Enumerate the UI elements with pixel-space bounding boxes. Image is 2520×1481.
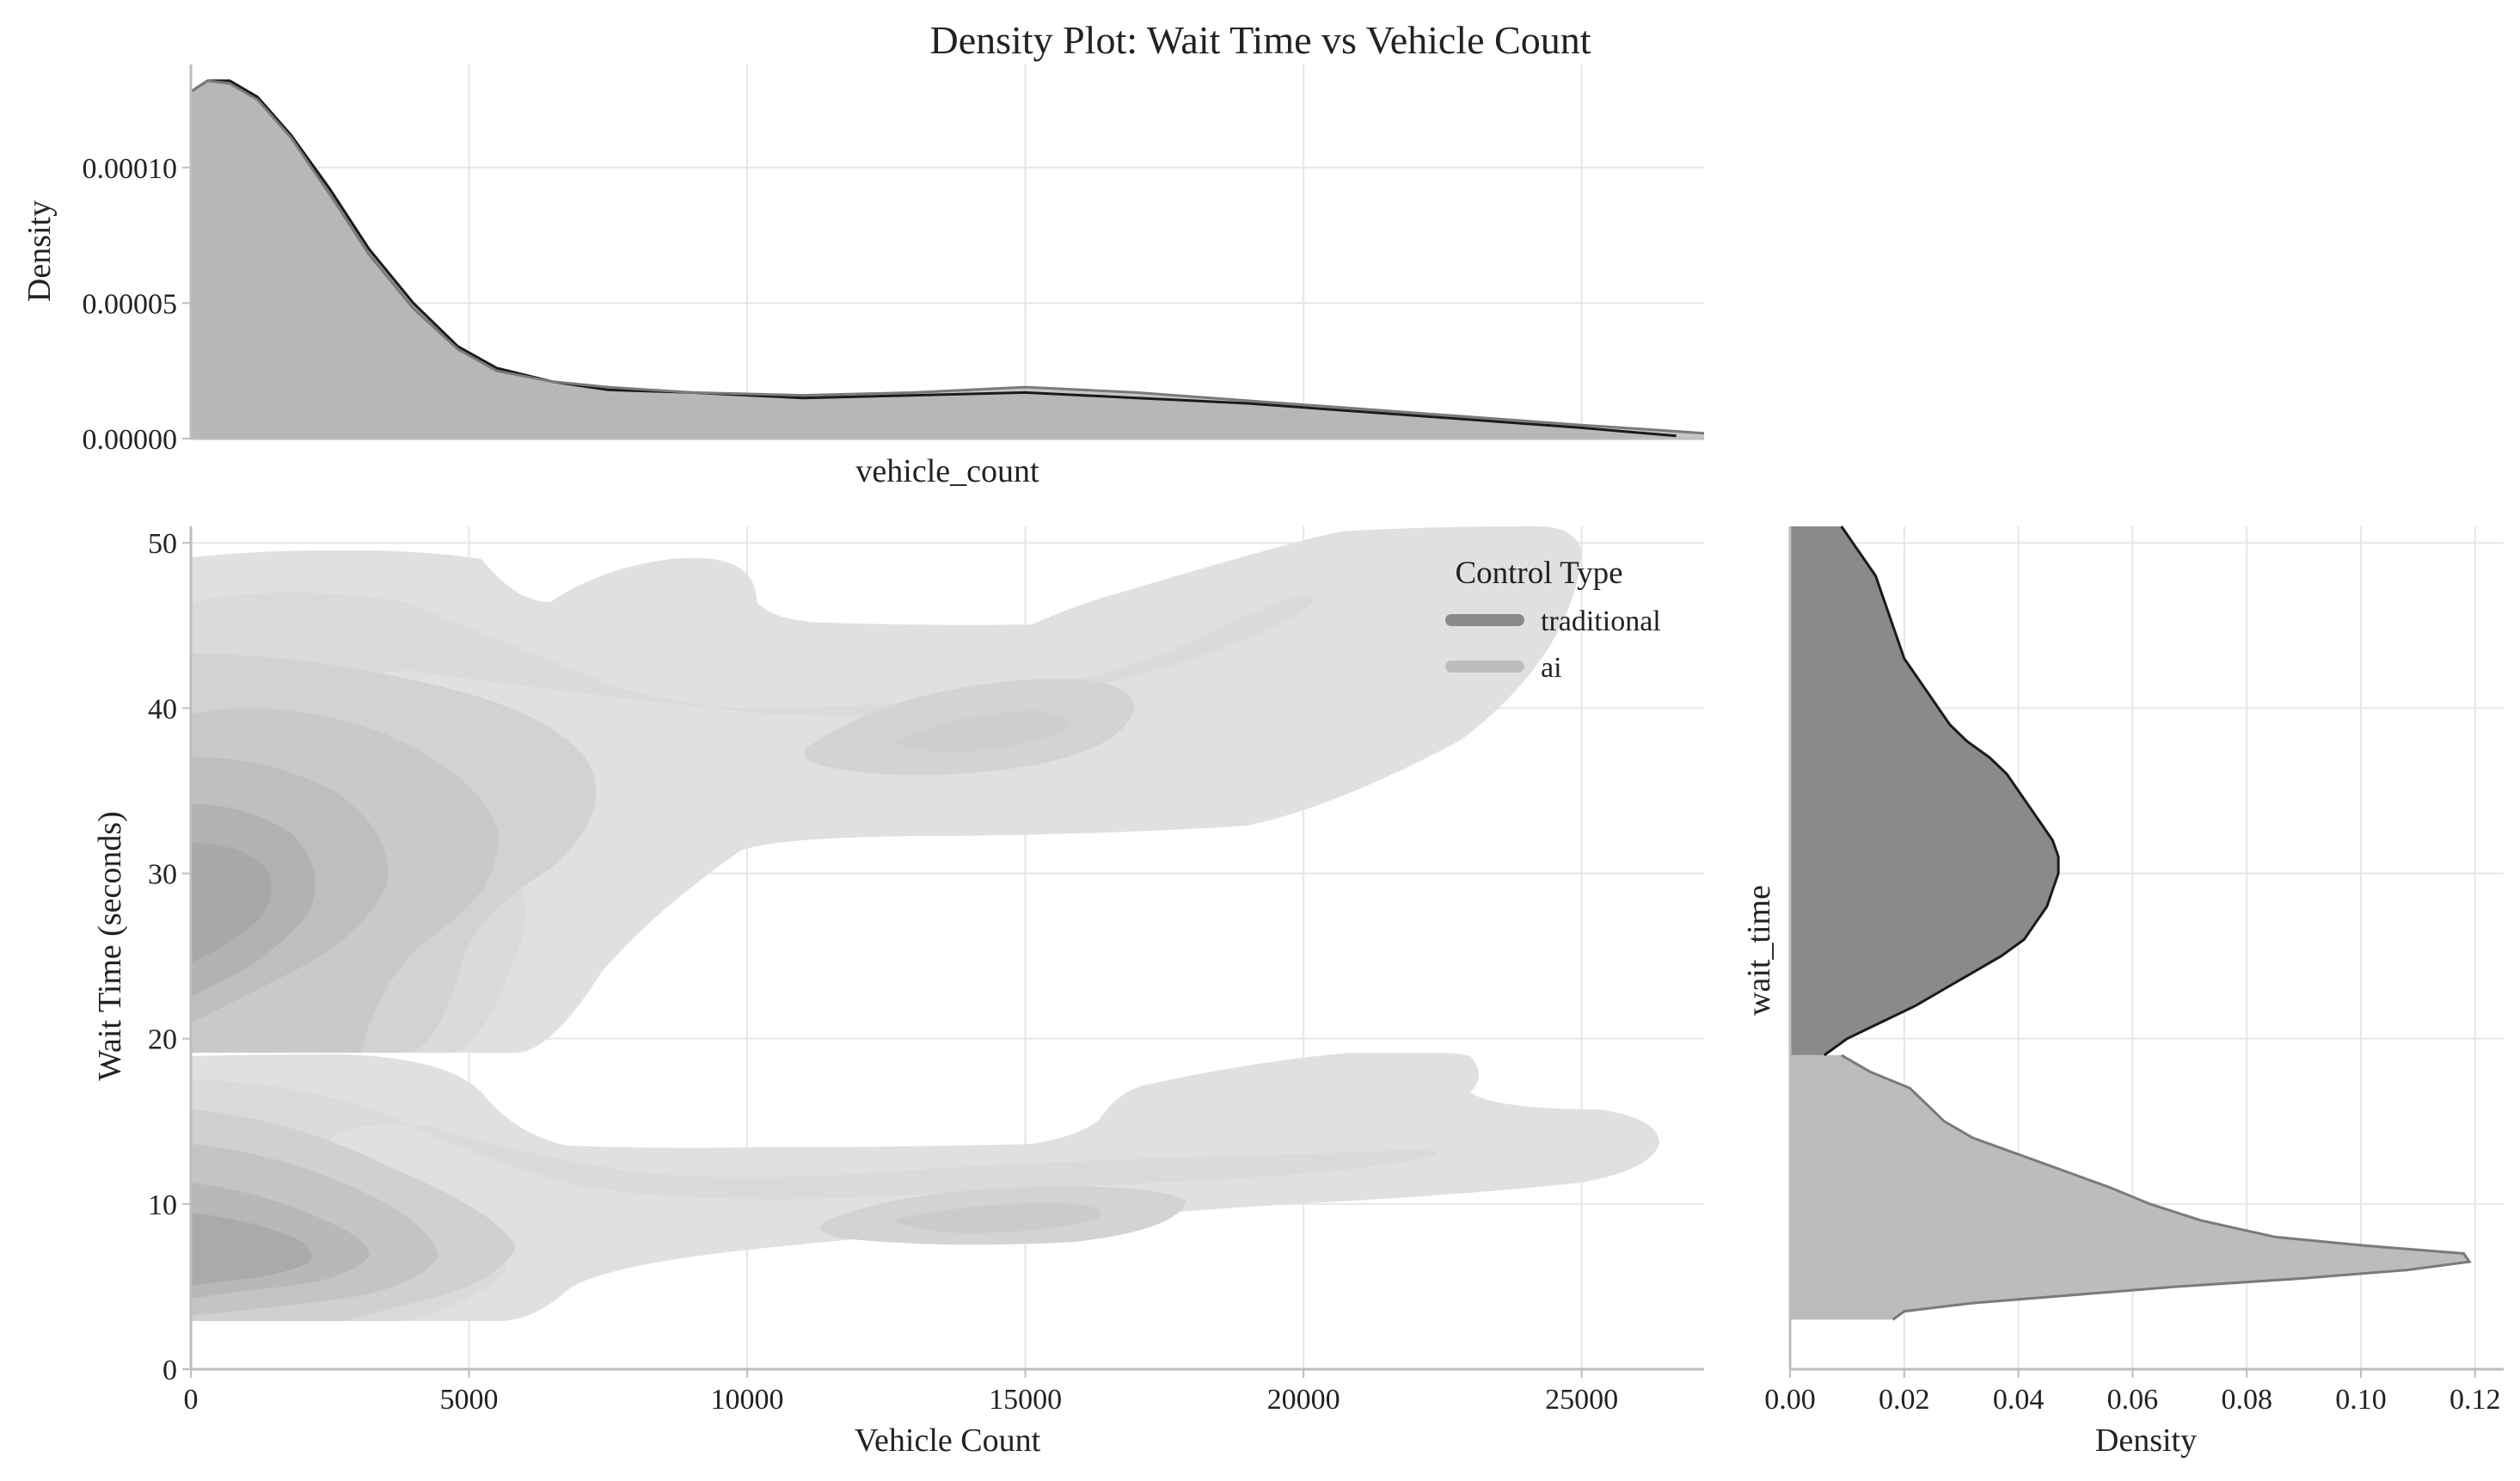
right-area-traditional: [1790, 526, 2059, 1055]
joint-y-tick-label: 20: [148, 1024, 177, 1056]
top-y-ticks: 0.00000 0.00005 0.00010: [83, 153, 191, 456]
legend-label-ai: ai: [1541, 652, 1562, 684]
top-y-axis-label: Density: [21, 200, 58, 302]
right-line-traditional: [1823, 525, 2060, 1057]
joint-y-tick-label: 30: [148, 859, 177, 891]
contour-traditional: [191, 526, 1582, 1053]
contour-traditional-l6: [191, 843, 272, 963]
joint-y-tick-label: 40: [148, 693, 177, 725]
joint-x-tick-label: 0: [184, 1384, 199, 1416]
joint-x-tick-label: 5000: [440, 1384, 499, 1416]
right-x-axis-label: Density: [2095, 1423, 2197, 1459]
right-x-tick-label: 0.00: [1764, 1384, 1816, 1416]
right-area-ai: [1790, 1054, 2470, 1320]
joint-y-tick-label: 50: [148, 528, 177, 560]
top-line-traditional: [190, 79, 1677, 438]
contour-ai: [191, 1053, 1659, 1321]
legend-label-traditional: traditional: [1541, 605, 1661, 637]
top-y-tick-label: 0.00005: [83, 288, 178, 320]
right-x-tick-label: 0.06: [2107, 1384, 2159, 1416]
joint-y-tick-label: 0: [162, 1355, 177, 1386]
right-x-tick-label: 0.08: [2221, 1384, 2272, 1416]
chart-title: Density Plot: Wait Time vs Vehicle Count: [930, 18, 1591, 62]
top-y-tick-label: 0.00010: [83, 153, 178, 185]
joint-y-ticks: 0 10 20 30 40 50: [148, 528, 191, 1386]
right-density-areas: [1790, 525, 2472, 1321]
joint-x-tick-label: 15000: [989, 1384, 1062, 1416]
right-x-tick-label: 0.02: [1879, 1384, 1930, 1416]
top-marginal-panel: 0.00000 0.00005 0.00010 Density vehicle_co…: [21, 65, 1705, 489]
right-x-tick-label: 0.12: [2449, 1384, 2501, 1416]
right-x-ticks: 0.00 0.02 0.04 0.06 0.08 0.10 0.12: [1764, 1369, 2501, 1416]
right-y-axis-label: wait_time: [1741, 885, 1777, 1016]
right-line-ai: [1841, 1054, 2472, 1321]
right-x-tick-label: 0.10: [2335, 1384, 2387, 1416]
joint-y-axis-label: Wait Time (seconds): [92, 811, 128, 1081]
right-marginal-panel: 0.00 0.02 0.04 0.06 0.08 0.10 0.12 Density wai…: [1741, 525, 2504, 1459]
joint-x-ticks: 0 5000 10000 15000 20000 25000: [184, 1369, 1618, 1416]
legend-title: Control Type: [1455, 556, 1622, 591]
legend: Control Type traditional ai: [1445, 556, 1661, 684]
joint-x-tick-label: 20000: [1267, 1384, 1340, 1416]
top-x-axis-label: vehicle_count: [855, 453, 1039, 489]
joint-x-axis-label: Vehicle Count: [855, 1423, 1041, 1459]
top-density-areas: [190, 79, 1705, 439]
contour-ai-l5: [191, 1213, 312, 1286]
joint-kde-panel: 0 5000 10000 15000 20000 25000 0 10 20 30 40 50 Ve…: [92, 526, 1704, 1459]
right-x-tick-label: 0.04: [1993, 1384, 2045, 1416]
top-line-ai: [190, 79, 1705, 435]
joint-y-tick-label: 10: [148, 1189, 177, 1221]
joint-x-tick-label: 10000: [711, 1384, 784, 1416]
top-area-ai: [191, 80, 1704, 439]
joint-x-tick-label: 25000: [1545, 1384, 1618, 1416]
contour-traditional-secondary-inner: [894, 710, 1068, 753]
top-y-tick-label: 0.00000: [83, 424, 178, 456]
contour-ai-secondary-inner: [894, 1202, 1102, 1233]
